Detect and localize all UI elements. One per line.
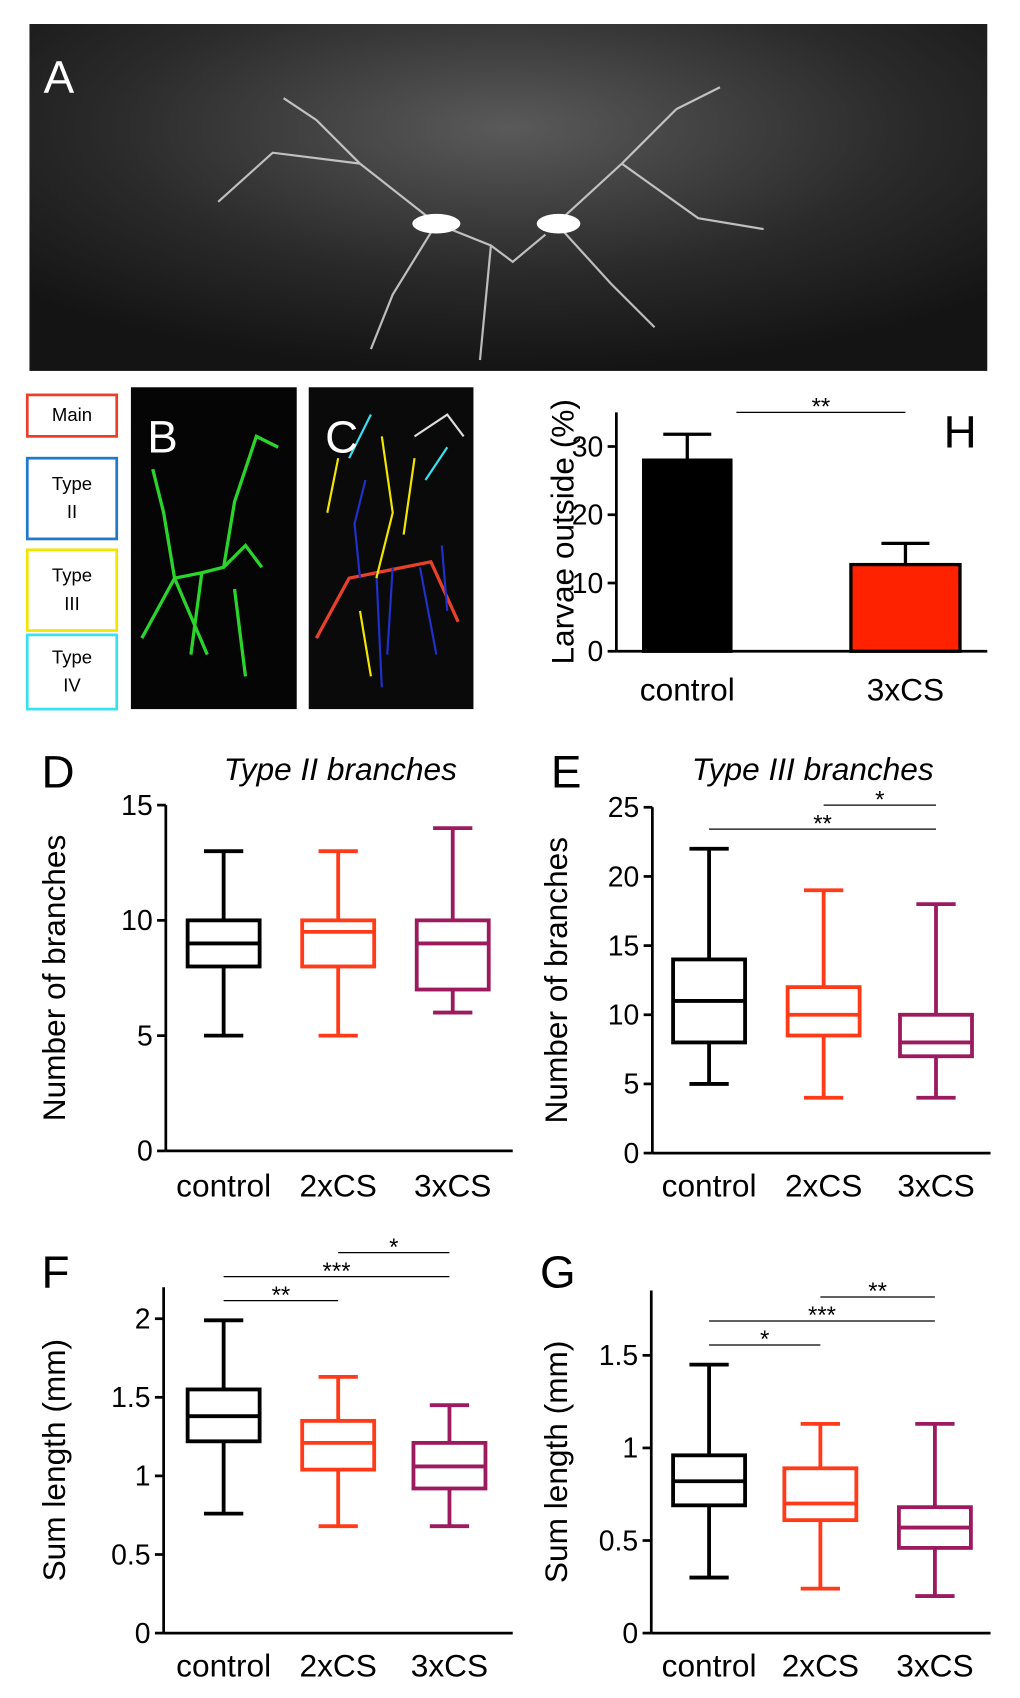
- panel-label: H: [944, 406, 977, 457]
- neuron-sketch: [217, 86, 764, 361]
- x-tick-label: 2xCS: [300, 1168, 377, 1204]
- y-tick-label: 20: [572, 500, 604, 532]
- y-axis-label: Number of branches: [36, 835, 72, 1122]
- box: [782, 1466, 859, 1523]
- y-axis-label: Larvae outside (%): [544, 399, 580, 664]
- x-tick-label: control: [662, 1168, 757, 1204]
- y-tick-label: 2: [135, 1304, 151, 1336]
- y-axis-label: Number of branches: [538, 837, 574, 1124]
- chart-title: Type III branches: [692, 751, 934, 787]
- y-tick-label: 0: [135, 1618, 151, 1650]
- legend-label: Type II: [51, 473, 93, 523]
- cell-body: [412, 213, 461, 234]
- x-tick-label: 2xCS: [300, 1648, 377, 1684]
- x-tick-label: 3xCS: [897, 1168, 974, 1204]
- y-tick-label: 0: [623, 1138, 639, 1170]
- trace-sketch: [314, 413, 465, 688]
- significance-label: **: [813, 810, 832, 837]
- y-tick-label: 15: [121, 790, 153, 822]
- panel-label: D: [41, 747, 74, 798]
- y-tick-label: 10: [608, 1000, 640, 1032]
- significance-label: ***: [323, 1258, 351, 1285]
- chart-title: Type II branches: [224, 751, 457, 787]
- legend-label: Main: [51, 404, 93, 426]
- legend-label-box: Type IV: [51, 646, 93, 696]
- significance-label: **: [272, 1282, 291, 1309]
- significance-label: *: [389, 1234, 398, 1261]
- y-tick-label: 20: [608, 861, 640, 893]
- y-tick-label: 0.5: [599, 1525, 638, 1557]
- y-tick-label: 10: [572, 568, 604, 600]
- y-tick-label: 0: [587, 636, 603, 668]
- y-tick-label: 0: [137, 1136, 153, 1168]
- legend-label-box: Type II: [51, 473, 93, 523]
- y-tick-label: 5: [137, 1020, 153, 1052]
- legend-box: [25, 456, 119, 541]
- legend-label: Type IV: [51, 646, 93, 696]
- panel-label: B: [147, 412, 178, 463]
- y-tick-label: 30: [572, 431, 604, 463]
- legend-box: [25, 633, 119, 711]
- x-tick-label: control: [662, 1648, 757, 1684]
- legend-label: Type III: [51, 565, 93, 615]
- legend-box: [25, 393, 119, 438]
- x-tick-label: 3xCS: [896, 1648, 973, 1684]
- y-tick-label: 15: [608, 930, 640, 962]
- y-tick-label: 5: [623, 1069, 639, 1101]
- x-tick-label: control: [176, 1648, 271, 1684]
- box: [785, 985, 862, 1038]
- y-tick-label: 0: [622, 1618, 638, 1650]
- micrograph-a: [29, 24, 988, 371]
- neuron-sketch: [140, 434, 279, 677]
- x-tick-label: 3xCS: [411, 1648, 488, 1684]
- panel-label: F: [41, 1246, 69, 1297]
- y-axis-label: Sum length (mm): [538, 1341, 574, 1584]
- bar: [849, 562, 962, 653]
- cell-body: [536, 213, 581, 234]
- y-tick-label: 1: [622, 1433, 638, 1465]
- panel-label: A: [44, 52, 75, 103]
- legend-label-box: Type III: [51, 565, 93, 615]
- y-tick-label: 1.5: [111, 1382, 150, 1414]
- y-tick-label: 1: [135, 1461, 151, 1493]
- box: [300, 1418, 377, 1472]
- x-tick-label: control: [176, 1168, 271, 1204]
- y-tick-label: 0.5: [111, 1539, 150, 1571]
- legend-label-box: Main: [51, 404, 93, 426]
- x-tick-label: 2xCS: [782, 1648, 859, 1684]
- box: [414, 918, 491, 992]
- box: [300, 918, 377, 969]
- significance-label: **: [812, 394, 831, 421]
- panel-label: G: [540, 1246, 576, 1297]
- panel-label: C: [325, 412, 358, 463]
- y-tick-label: 10: [121, 905, 153, 937]
- significance-label: ***: [808, 1302, 836, 1329]
- x-tick-label: control: [640, 671, 735, 707]
- bar: [642, 458, 733, 653]
- significance-label: *: [760, 1326, 769, 1353]
- x-tick-label: 3xCS: [414, 1168, 491, 1204]
- y-tick-label: 25: [608, 792, 640, 824]
- y-tick-label: 1.5: [599, 1340, 638, 1372]
- significance-label: **: [868, 1278, 887, 1305]
- box: [898, 1012, 974, 1059]
- micrograph-c: [308, 387, 474, 710]
- significance-label: *: [875, 786, 884, 813]
- y-axis-label: Sum length (mm): [36, 1339, 72, 1582]
- x-tick-label: 2xCS: [785, 1168, 862, 1204]
- panel-label: E: [551, 747, 582, 798]
- x-tick-label: 3xCS: [867, 671, 944, 707]
- legend-box: [25, 548, 119, 632]
